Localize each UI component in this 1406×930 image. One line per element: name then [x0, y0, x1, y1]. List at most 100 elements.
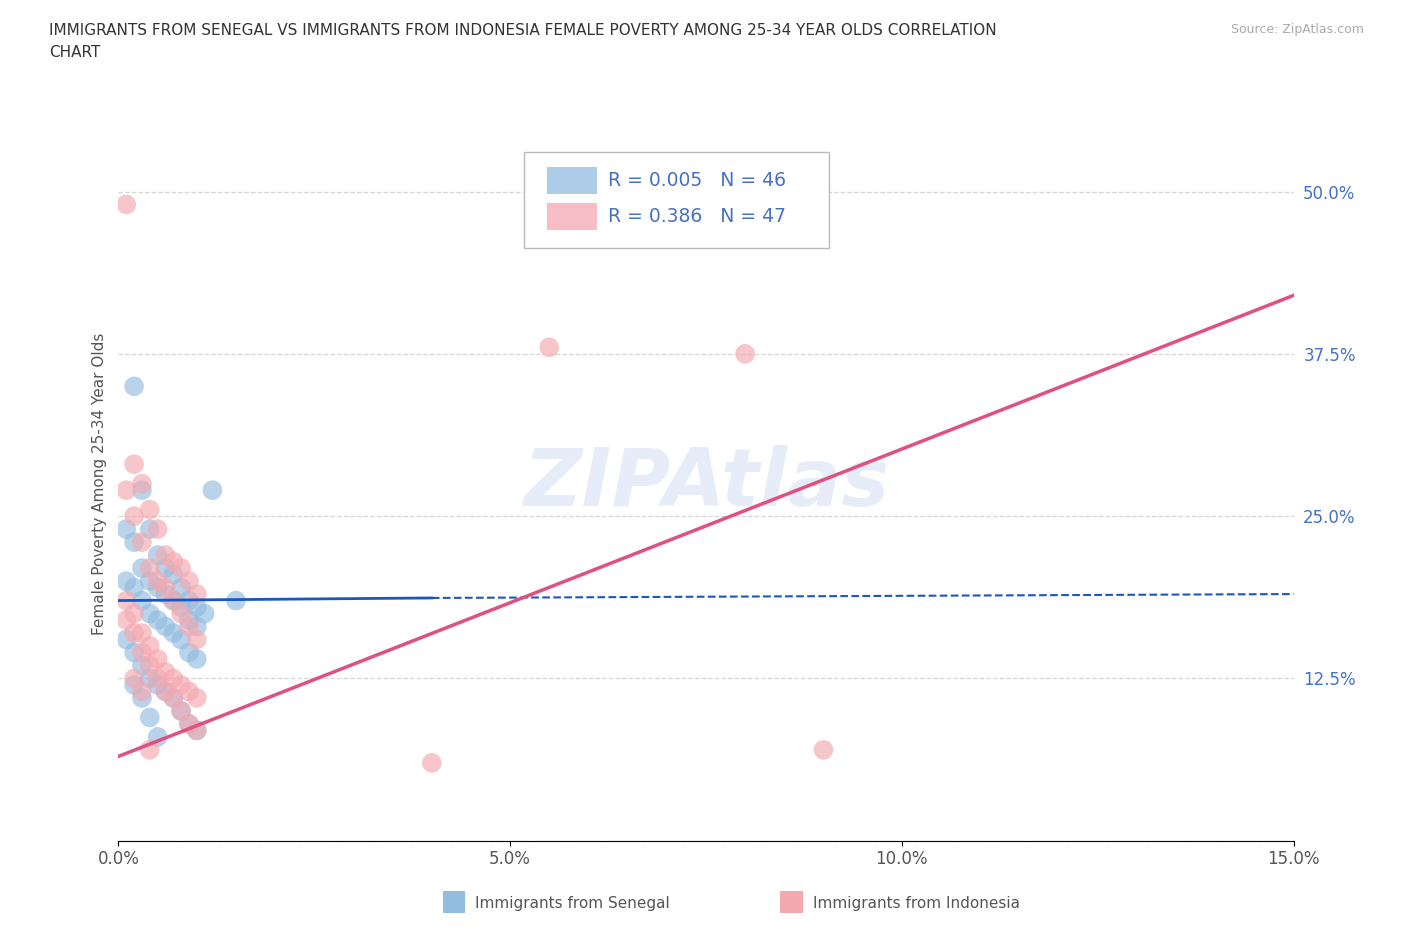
- Point: [115, 613, 138, 628]
- Point: [162, 554, 184, 569]
- Point: [170, 632, 193, 647]
- Point: [146, 613, 169, 628]
- Point: [146, 652, 169, 667]
- Point: [131, 561, 153, 576]
- Point: [146, 678, 169, 693]
- Point: [122, 645, 145, 660]
- FancyBboxPatch shape: [524, 152, 830, 248]
- Point: [155, 684, 177, 698]
- Text: IMMIGRANTS FROM SENEGAL VS IMMIGRANTS FROM INDONESIA FEMALE POVERTY AMONG 25-34 : IMMIGRANTS FROM SENEGAL VS IMMIGRANTS FR…: [49, 23, 997, 60]
- Point: [139, 574, 162, 589]
- Point: [131, 645, 153, 660]
- Point: [139, 710, 162, 724]
- Point: [186, 619, 208, 634]
- Point: [155, 561, 177, 576]
- Point: [131, 476, 153, 491]
- Point: [139, 671, 162, 686]
- Point: [162, 626, 184, 641]
- Point: [122, 379, 145, 393]
- Text: ZIPAtlas: ZIPAtlas: [523, 445, 889, 523]
- Point: [177, 645, 200, 660]
- Point: [122, 535, 145, 550]
- Point: [170, 580, 193, 595]
- Point: [162, 593, 184, 608]
- Point: [186, 723, 208, 737]
- Text: R = 0.005   N = 46: R = 0.005 N = 46: [609, 171, 786, 191]
- Point: [155, 587, 177, 602]
- Point: [177, 619, 200, 634]
- Text: Source: ZipAtlas.com: Source: ZipAtlas.com: [1230, 23, 1364, 36]
- Point: [122, 671, 145, 686]
- Point: [131, 483, 153, 498]
- Point: [194, 606, 217, 621]
- Point: [122, 509, 145, 524]
- Point: [131, 593, 153, 608]
- Point: [122, 580, 145, 595]
- Point: [131, 690, 153, 705]
- Point: [177, 716, 200, 731]
- Y-axis label: Female Poverty Among 25-34 Year Olds: Female Poverty Among 25-34 Year Olds: [93, 333, 107, 635]
- FancyBboxPatch shape: [547, 167, 596, 194]
- Point: [139, 639, 162, 654]
- Point: [186, 600, 208, 615]
- Point: [146, 548, 169, 563]
- Point: [538, 339, 561, 354]
- Point: [115, 483, 138, 498]
- Point: [131, 535, 153, 550]
- Text: Immigrants from Indonesia: Immigrants from Indonesia: [813, 897, 1019, 911]
- Point: [186, 690, 208, 705]
- Point: [139, 742, 162, 757]
- Point: [115, 522, 138, 537]
- Point: [155, 619, 177, 634]
- Point: [177, 574, 200, 589]
- Point: [115, 574, 138, 589]
- Point: [139, 522, 162, 537]
- Point: [162, 567, 184, 582]
- Point: [734, 346, 756, 361]
- Point: [162, 690, 184, 705]
- Point: [155, 684, 177, 698]
- Point: [201, 483, 224, 498]
- Text: Immigrants from Senegal: Immigrants from Senegal: [475, 897, 671, 911]
- Point: [170, 606, 193, 621]
- Point: [162, 690, 184, 705]
- Point: [177, 684, 200, 698]
- Point: [122, 457, 145, 472]
- Point: [177, 593, 200, 608]
- Point: [155, 548, 177, 563]
- Point: [122, 606, 145, 621]
- Point: [186, 723, 208, 737]
- Point: [177, 613, 200, 628]
- Point: [131, 684, 153, 698]
- Point: [177, 716, 200, 731]
- Point: [122, 678, 145, 693]
- Point: [155, 580, 177, 595]
- Point: [139, 502, 162, 517]
- Text: R = 0.386   N = 47: R = 0.386 N = 47: [609, 207, 786, 226]
- FancyBboxPatch shape: [547, 203, 596, 230]
- Point: [115, 197, 138, 212]
- Point: [115, 632, 138, 647]
- Point: [139, 561, 162, 576]
- Point: [225, 593, 247, 608]
- Point: [170, 678, 193, 693]
- Point: [139, 658, 162, 673]
- Point: [146, 522, 169, 537]
- Point: [813, 742, 835, 757]
- Point: [162, 593, 184, 608]
- Point: [186, 632, 208, 647]
- Point: [146, 580, 169, 595]
- Point: [146, 729, 169, 744]
- Point: [139, 606, 162, 621]
- Point: [186, 652, 208, 667]
- Point: [170, 561, 193, 576]
- Point: [162, 671, 184, 686]
- Point: [170, 703, 193, 718]
- Point: [115, 593, 138, 608]
- Point: [146, 574, 169, 589]
- Point: [122, 626, 145, 641]
- Point: [170, 703, 193, 718]
- Point: [131, 658, 153, 673]
- Point: [155, 665, 177, 680]
- Point: [170, 600, 193, 615]
